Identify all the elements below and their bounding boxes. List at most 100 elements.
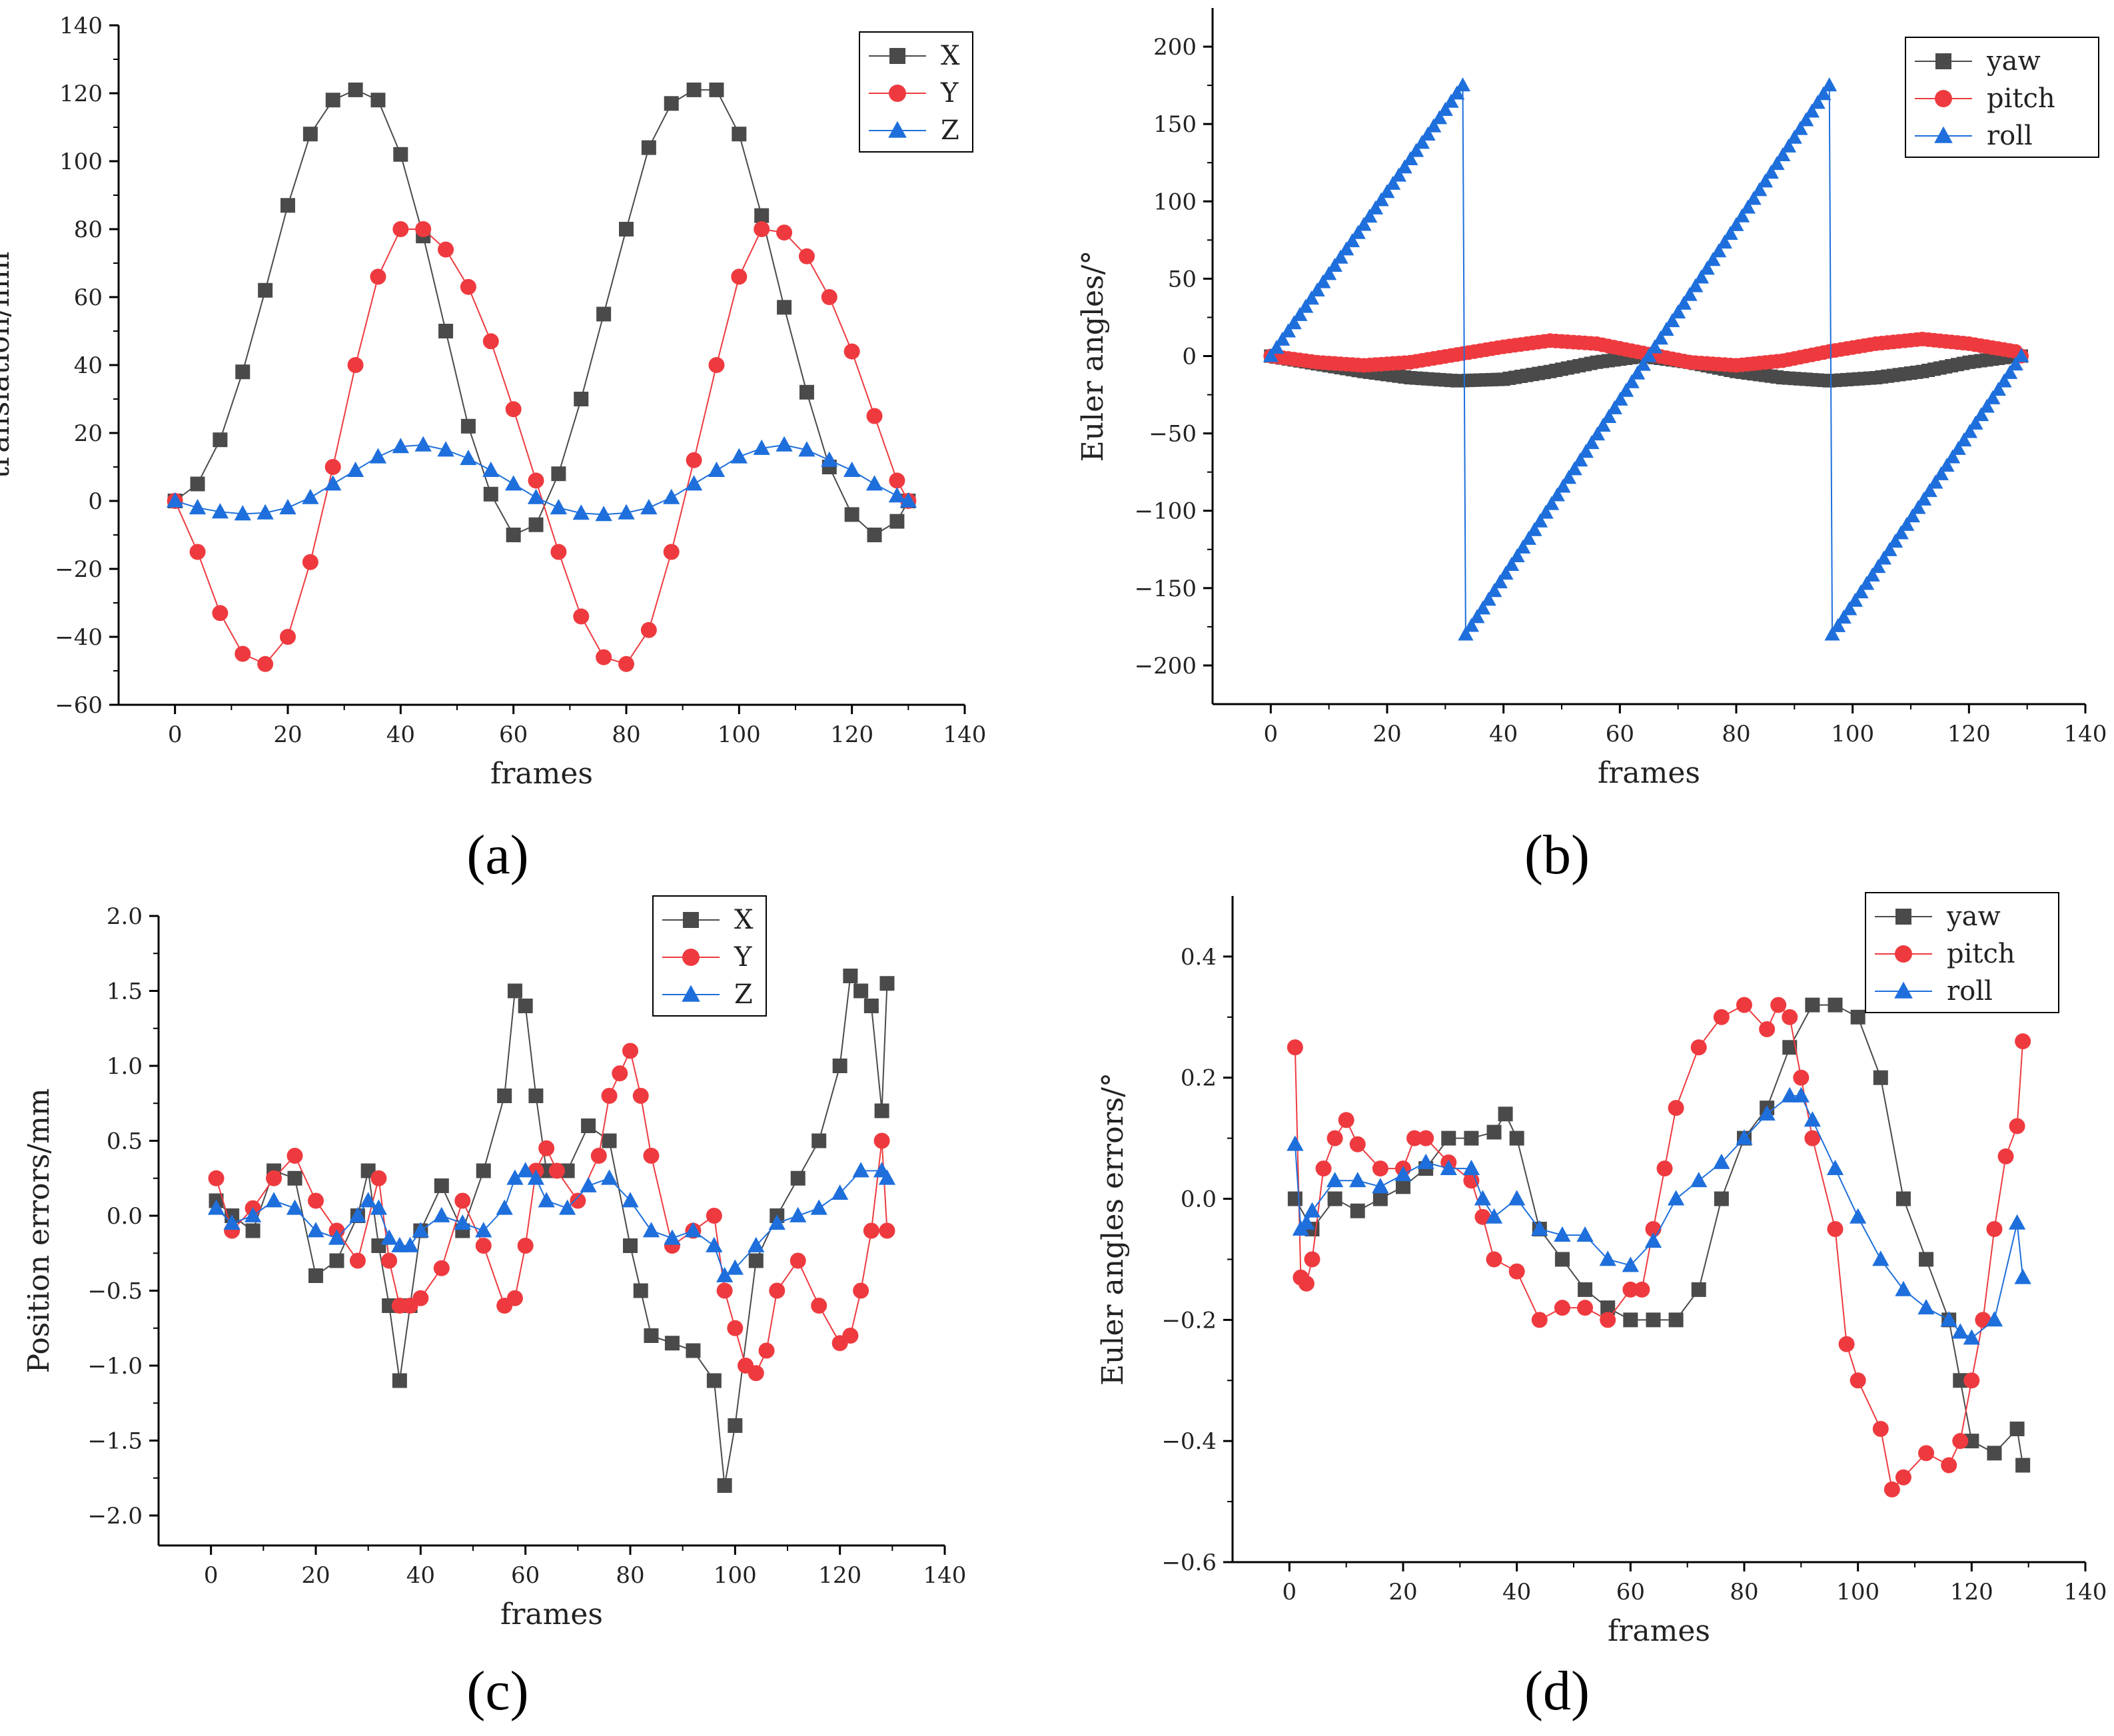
data-point-Z bbox=[888, 487, 906, 503]
data-point-pitch bbox=[1418, 1130, 1434, 1146]
data-point-roll bbox=[2008, 1214, 2026, 1230]
data-point-Y bbox=[570, 1192, 586, 1209]
x-tick-label: 20 bbox=[1388, 1579, 1417, 1605]
data-point-roll bbox=[1917, 1298, 1935, 1315]
y-tick-label: 40 bbox=[74, 352, 103, 379]
data-point-pitch bbox=[1634, 1281, 1650, 1298]
data-point-Z bbox=[286, 1199, 304, 1215]
data-point-roll bbox=[1462, 1159, 1480, 1175]
data-point-roll bbox=[1544, 496, 1560, 510]
data-point-roll bbox=[1526, 522, 1542, 536]
data-point-roll bbox=[1372, 1178, 1389, 1194]
data-point-pitch bbox=[1986, 1221, 2003, 1237]
legend-box bbox=[652, 895, 767, 1017]
data-point-Z bbox=[496, 1199, 513, 1215]
series-yaw bbox=[1287, 997, 2031, 1473]
data-point-X bbox=[777, 300, 792, 315]
data-point-roll bbox=[1945, 449, 1961, 464]
y-tick-label: 100 bbox=[1153, 189, 1197, 215]
data-point-X bbox=[497, 1088, 512, 1103]
data-point-X bbox=[280, 198, 295, 213]
data-point-X bbox=[709, 82, 724, 97]
y-tick-label: −1.5 bbox=[87, 1428, 143, 1455]
data-point-roll bbox=[1622, 1256, 1639, 1272]
data-point-roll bbox=[1286, 315, 1302, 330]
data-point-pitch bbox=[1287, 1039, 1303, 1056]
data-point-roll bbox=[2013, 348, 2029, 362]
legend-marker-pitch bbox=[1895, 945, 1912, 963]
data-point-roll bbox=[1905, 508, 1921, 523]
data-point-pitch bbox=[1827, 1221, 1844, 1237]
data-point-roll bbox=[1303, 1202, 1321, 1218]
data-point-pitch bbox=[1315, 1160, 1332, 1177]
data-point-roll bbox=[1531, 1220, 1548, 1236]
y-tick-label: −0.2 bbox=[1161, 1307, 1217, 1334]
data-point-Y bbox=[866, 408, 883, 424]
data-point-roll bbox=[1414, 135, 1430, 149]
data-point-yaw bbox=[1714, 1191, 1729, 1206]
data-point-roll bbox=[1595, 418, 1611, 432]
data-point-X bbox=[664, 96, 679, 111]
data-point-X bbox=[393, 147, 408, 162]
data-point-Z bbox=[506, 1169, 524, 1185]
x-tick-label: 120 bbox=[830, 721, 873, 748]
panel-label-b: (b) bbox=[1524, 824, 1590, 886]
data-point-X bbox=[507, 983, 522, 999]
data-point-roll bbox=[1292, 306, 1308, 321]
data-point-Z bbox=[527, 1169, 545, 1185]
data-point-Y bbox=[286, 1148, 303, 1164]
data-point-roll bbox=[1752, 182, 1768, 197]
series-roll bbox=[1263, 77, 2029, 641]
legend-label-roll: roll bbox=[1987, 121, 2033, 151]
data-point-Y bbox=[590, 1148, 607, 1164]
data-point-Y bbox=[596, 649, 612, 665]
data-point-X bbox=[602, 1133, 617, 1148]
data-point-Y bbox=[758, 1342, 775, 1359]
x-tick-label: 120 bbox=[1947, 721, 1991, 747]
data-point-roll bbox=[1394, 1165, 1412, 1182]
data-point-roll bbox=[1734, 208, 1750, 222]
data-point-roll bbox=[1576, 1226, 1594, 1242]
data-point-roll bbox=[1463, 618, 1479, 632]
data-point-X bbox=[641, 140, 656, 155]
data-point-Y bbox=[754, 221, 770, 237]
data-point-X bbox=[853, 983, 869, 999]
data-point-roll bbox=[1344, 233, 1360, 248]
data-point-roll bbox=[1275, 331, 1291, 346]
data-point-roll bbox=[1895, 1280, 1912, 1296]
y-tick-label: 0 bbox=[1182, 344, 1197, 370]
data-point-pitch bbox=[1577, 1300, 1594, 1316]
data-point-Z bbox=[852, 1162, 869, 1178]
x-tick-label: 0 bbox=[1283, 1579, 1297, 1605]
data-point-roll bbox=[1332, 249, 1348, 264]
data-point-roll bbox=[1962, 424, 1978, 438]
data-point-pitch bbox=[1338, 1112, 1354, 1128]
data-point-roll bbox=[1420, 127, 1436, 141]
data-point-Y bbox=[686, 452, 702, 468]
y-tick-label: −0.4 bbox=[1161, 1428, 1217, 1455]
data-point-roll bbox=[1618, 382, 1634, 397]
x-tick-label: 60 bbox=[511, 1562, 540, 1589]
x-axis-label: frames bbox=[1608, 1614, 1710, 1648]
data-point-yaw bbox=[1646, 1312, 1661, 1328]
data-point-X bbox=[686, 82, 702, 97]
data-point-roll bbox=[1385, 175, 1401, 190]
legend-marker-pitch bbox=[1935, 90, 1952, 107]
data-point-Z bbox=[538, 1192, 555, 1208]
data-point-Y bbox=[612, 1065, 628, 1082]
y-tick-label: −200 bbox=[1135, 653, 1197, 679]
y-axis-label: Euler angles errors/° bbox=[1096, 1073, 1130, 1386]
data-point-roll bbox=[1426, 118, 1442, 133]
data-point-roll bbox=[1630, 365, 1646, 380]
x-tick-label: 120 bbox=[1950, 1579, 1993, 1605]
panel-label-a: (a) bbox=[466, 824, 529, 886]
data-point-yaw bbox=[1464, 1130, 1479, 1146]
data-point-roll bbox=[1599, 1250, 1616, 1266]
data-point-X bbox=[308, 1268, 323, 1283]
data-point-Y bbox=[550, 544, 567, 560]
y-axis-label: Euler angles/° bbox=[1076, 250, 1110, 462]
data-point-Z bbox=[685, 475, 703, 491]
data-point-pitch bbox=[1690, 1039, 1707, 1056]
data-point-Z bbox=[726, 1259, 744, 1275]
data-point-Z bbox=[392, 438, 409, 454]
